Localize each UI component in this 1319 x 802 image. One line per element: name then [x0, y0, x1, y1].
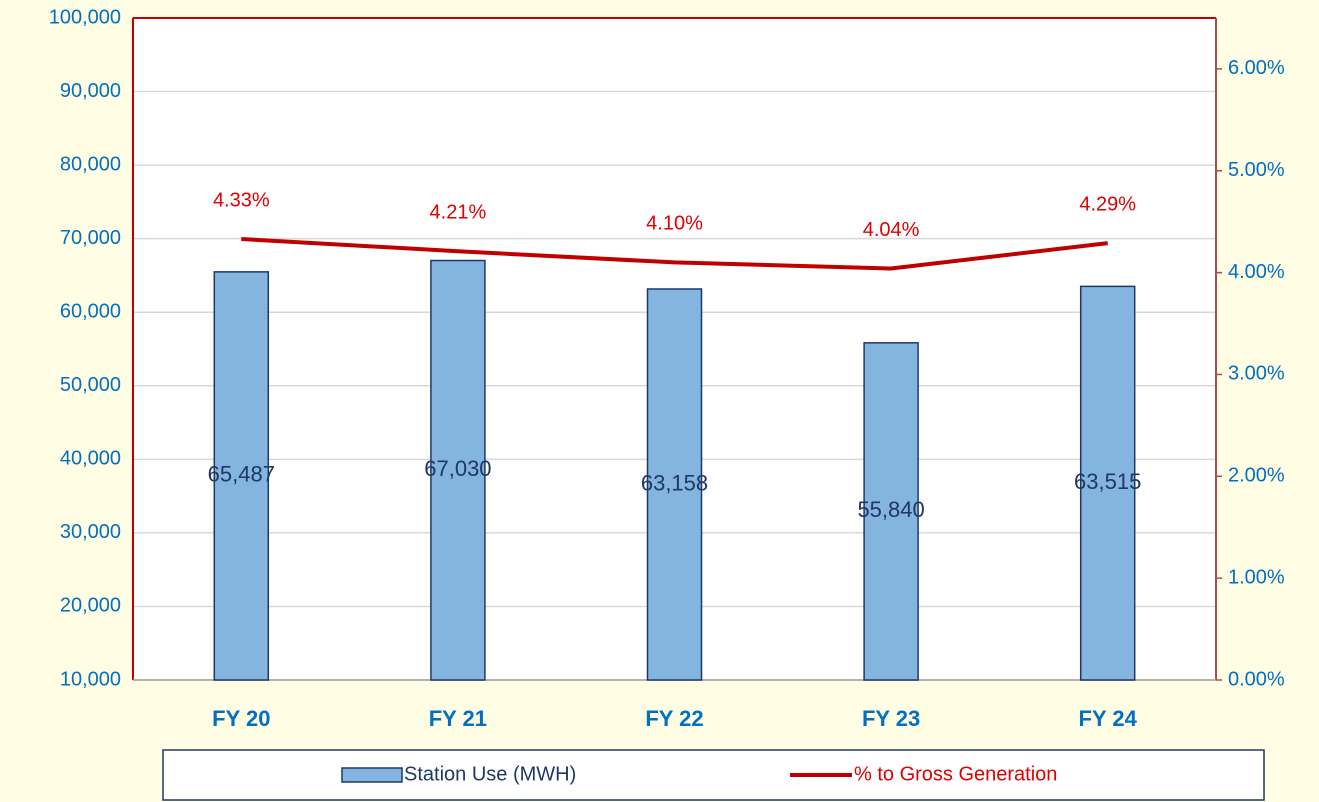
- y-tick-label: 60,000: [60, 301, 121, 323]
- bar-value-label: 55,840: [857, 497, 924, 522]
- legend-label: Station Use (MWH): [404, 763, 576, 785]
- bar-value-label: 63,515: [1074, 469, 1141, 494]
- y2-tick-label: 2.00%: [1228, 465, 1285, 487]
- y2-tick-label: 6.00%: [1228, 57, 1285, 79]
- line-value-label: 4.10%: [646, 213, 703, 235]
- y-tick-label: 10,000: [60, 668, 121, 690]
- bar: [430, 259, 486, 681]
- x-tick-label: FY 24: [1079, 706, 1138, 731]
- line-series: [241, 237, 1108, 271]
- y-tick-label: 30,000: [60, 521, 121, 543]
- line-value-label: 4.33%: [213, 189, 270, 211]
- legend-box: [162, 749, 1265, 801]
- bar: [646, 288, 703, 681]
- line-value-label: 4.04%: [863, 219, 920, 241]
- line-value-label: 4.29%: [1079, 193, 1136, 215]
- bar: [213, 271, 270, 681]
- y-tick-label: 90,000: [60, 80, 121, 102]
- x-tick-label: FY 20: [212, 706, 270, 731]
- y-tick-label: 20,000: [60, 595, 121, 617]
- line-value-label: 4.21%: [430, 202, 487, 224]
- x-tick-label: FY 22: [645, 706, 703, 731]
- bar-value-label: 65,487: [208, 462, 275, 487]
- bar-value-label: 63,158: [641, 470, 708, 495]
- y-tick-label: 50,000: [60, 374, 121, 396]
- y-tick-label: 80,000: [60, 153, 121, 175]
- y2-tick-label: 1.00%: [1228, 566, 1285, 588]
- y-tick-label: 70,000: [60, 227, 121, 249]
- legend-swatch: [341, 767, 403, 783]
- bar: [863, 342, 919, 681]
- y2-tick-label: 4.00%: [1228, 261, 1285, 283]
- y2-tick-label: 0.00%: [1228, 668, 1285, 690]
- y-tick-label: 100,000: [49, 6, 121, 28]
- y2-tick-label: 3.00%: [1228, 363, 1285, 385]
- y2-tick-label: 5.00%: [1228, 159, 1285, 181]
- x-tick-label: FY 23: [862, 706, 920, 731]
- bar: [1079, 285, 1136, 681]
- legend-label: % to Gross Generation: [854, 763, 1057, 785]
- y-tick-label: 40,000: [60, 448, 121, 470]
- bar-value-label: 67,030: [424, 456, 491, 481]
- x-tick-label: FY 21: [429, 706, 487, 731]
